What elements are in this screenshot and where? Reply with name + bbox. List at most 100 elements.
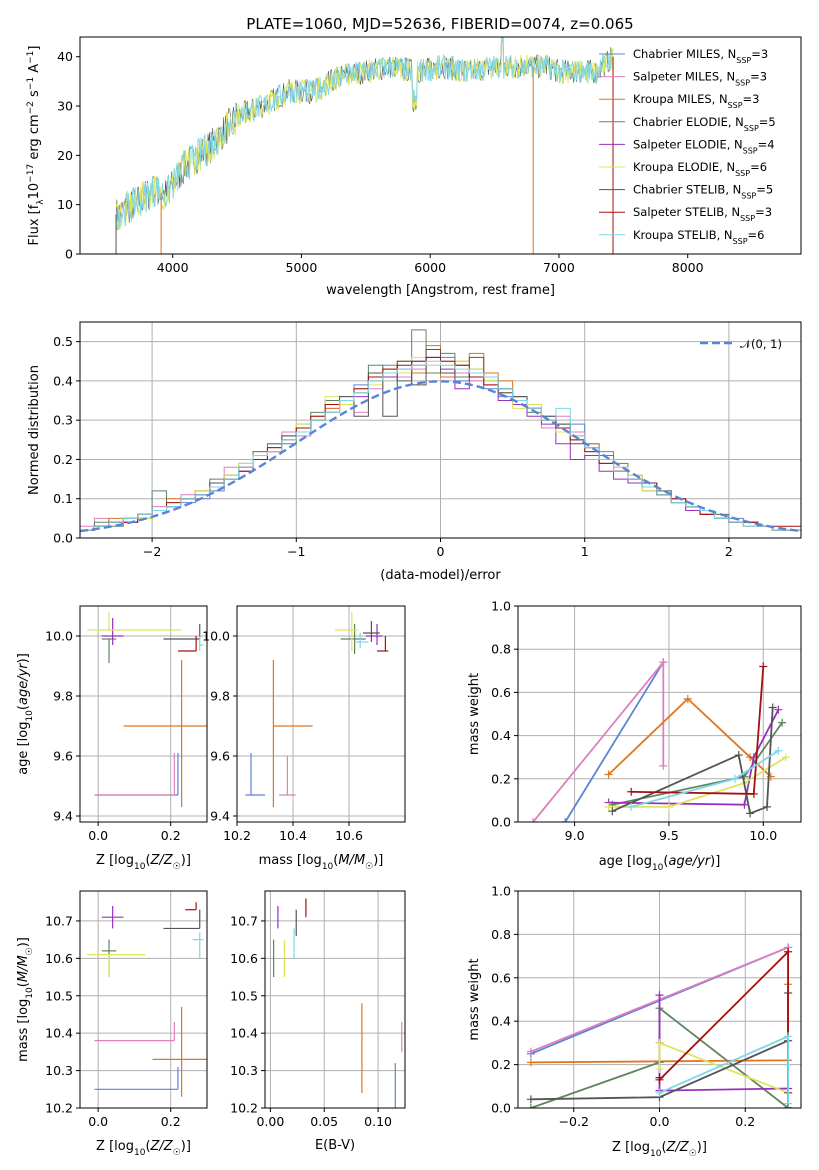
y-tick-label: 10.3 (45, 1063, 73, 1078)
y-tick-label: 0.0 (53, 531, 73, 546)
y-tick-label: 10.0 (202, 629, 230, 644)
histogram-step-line (80, 360, 801, 538)
x-axis-label: wavelength [Angstrom, rest frame] (326, 283, 555, 298)
y-tick-label: 10.5 (230, 988, 258, 1003)
y-tick-label: 0.2 (491, 1057, 511, 1072)
y-axis-label: mass [log10(M/M☉)] (16, 937, 35, 1062)
axes-frame (517, 605, 802, 823)
weight-marker (655, 1088, 664, 1097)
y-tick-label: 1.0 (491, 884, 511, 899)
y-tick-label: 0.0 (491, 815, 511, 830)
y-tick-label: 10.2 (230, 1101, 258, 1116)
weight-lines (526, 943, 793, 1108)
weight-marker (655, 1064, 664, 1073)
weight-line (607, 697, 772, 778)
x-tick-label: −2 (143, 544, 161, 559)
x-axis-label: Z [log10(Z/Z☉)] (96, 853, 191, 872)
y-tick-label: 10.5 (45, 988, 73, 1003)
axes-frame (79, 36, 802, 255)
y-tick-label: 0.4 (53, 373, 73, 388)
x-tick-label: 1 (581, 544, 589, 559)
y-tick-label: 0.0 (491, 1101, 511, 1116)
histogram-steps (80, 329, 801, 538)
age-vs-metallicity-panel: 0.0 0.2 9.4 9.6 9.8 10.0 Z [log10(Z/Z☉)] age [l… (16, 605, 208, 872)
weight-marker (655, 991, 664, 1000)
x-axis-label: E(B-V) (315, 1138, 355, 1153)
axes-frame (79, 890, 208, 1109)
error-bars (273, 898, 403, 1108)
mass-weight-vs-metallicity-panel: −0.2 0.0 0.2 0.0 0.2 0.4 0.6 0.8 1.0 Z [log10(Z/Z… (467, 884, 802, 1159)
legend-label: Kroupa STELIB, NSSP=6 (633, 228, 764, 246)
y-axis-label: mass weight (467, 673, 482, 755)
y-tick-label: 9.4 (53, 809, 73, 824)
histogram-panel: −2 −1 0 1 2 0.0 0.1 0.2 0.3 0.4 0.5 (data-model)/er… (27, 321, 802, 583)
weight-marker (774, 705, 783, 714)
weight-marker (604, 770, 613, 779)
figure-title: PLATE=1060, MJD=52636, FIBERID=0074, z=0… (246, 15, 633, 33)
legend-label: Chabrier MILES, NSSP=3 (633, 47, 768, 65)
y-tick-label: 10.6 (230, 951, 258, 966)
y-tick-label: 10.2 (45, 1101, 73, 1116)
legend-label: Kroupa ELODIE, NSSP=6 (633, 160, 767, 178)
y-tick-label: 10 (57, 197, 73, 212)
y-tick-label: 10.7 (45, 913, 73, 928)
legend-label: Kroupa MILES, NSSP=3 (633, 92, 759, 110)
weight-marker (664, 802, 673, 811)
x-tick-label: 9.5 (659, 828, 679, 843)
x-tick-label: 2 (725, 544, 733, 559)
x-tick-label: 0.2 (735, 1114, 755, 1129)
legend-label: Chabrier STELIB, NSSP=5 (633, 183, 773, 201)
weight-marker (659, 761, 668, 770)
y-tick-label: 0 (65, 247, 73, 262)
age-vs-mass-panel: 10.2 10.4 10.6 9.4 9.6 9.8 10.0 mass [log10(M/M… (202, 605, 406, 872)
x-tick-label: −1 (287, 544, 305, 559)
y-tick-label: 0.6 (491, 970, 511, 985)
axes-frame (517, 890, 802, 1109)
axes-frame (236, 605, 406, 823)
weight-marker (627, 802, 636, 811)
weight-marker (526, 1047, 535, 1056)
y-tick-label: 9.6 (210, 749, 230, 764)
weight-marker (784, 947, 793, 956)
weight-marker (683, 694, 692, 703)
weight-line (631, 666, 765, 795)
x-axis-label: age [log10(age/yr)] (599, 854, 721, 873)
x-tick-label: 0.2 (161, 828, 181, 843)
weight-marker (734, 751, 743, 760)
weight-marker (526, 1095, 535, 1104)
weight-marker (740, 800, 749, 809)
error-bars (245, 612, 389, 807)
x-tick-label: −0.2 (559, 1114, 589, 1129)
y-tick-label: 0.5 (53, 334, 73, 349)
weight-marker (526, 1104, 535, 1108)
y-tick-label: 9.8 (210, 689, 230, 704)
y-tick-label: 40 (57, 49, 73, 64)
weight-marker (784, 1099, 793, 1108)
legend-label: Chabrier ELODIE, NSSP=5 (633, 115, 776, 133)
x-axis-label: Z [log10(Z/Z☉)] (96, 1139, 191, 1158)
x-tick-label: 8000 (672, 260, 704, 275)
weight-line (659, 1035, 789, 1104)
normal-curve-line (80, 380, 801, 533)
weight-marker (784, 1060, 793, 1069)
y-axis-label: Normed distribution (27, 365, 42, 495)
legend-label: Salpeter ELODIE, NSSP=4 (633, 137, 775, 155)
x-axis-label: Z [log10(Z/Z☉)] (612, 1140, 707, 1159)
legend-label: 𝒩(0, 1) (740, 337, 782, 351)
y-tick-label: 9.6 (53, 749, 73, 764)
weight-marker (655, 1038, 664, 1047)
y-tick-label: 10.6 (45, 951, 73, 966)
y-tick-label: 10.0 (45, 629, 73, 644)
x-tick-label: 5000 (286, 260, 318, 275)
x-tick-label: 10.0 (749, 828, 777, 843)
legend-label: Salpeter MILES, NSSP=3 (633, 70, 767, 88)
weight-marker (659, 658, 668, 667)
y-tick-label: 20 (57, 148, 73, 163)
weight-lines (529, 658, 790, 822)
weight-marker (746, 809, 755, 818)
y-tick-label: 0.6 (491, 685, 511, 700)
x-tick-label: 6000 (414, 260, 446, 275)
weight-marker (749, 789, 758, 798)
spectrum-panel: 4000 5000 6000 7000 8000 0 10 20 30 40 wavelength … (26, 36, 802, 298)
